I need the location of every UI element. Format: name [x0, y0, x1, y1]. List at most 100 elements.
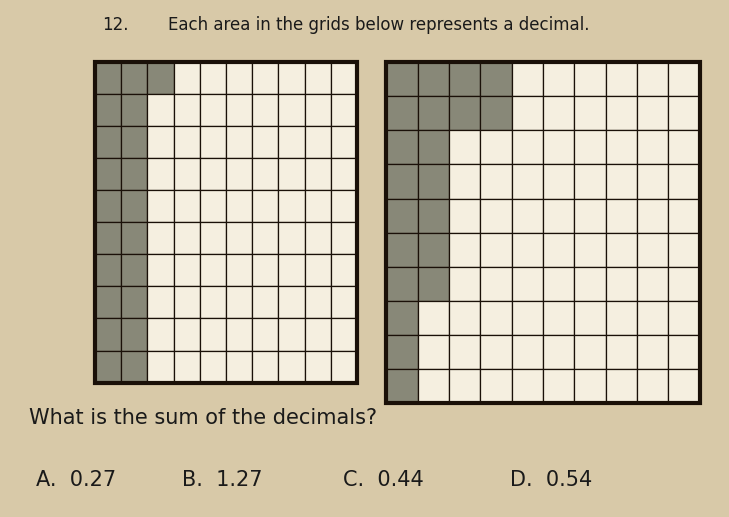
Bar	[226, 222, 252, 254]
Bar	[512, 335, 543, 369]
Bar	[331, 254, 357, 286]
Bar	[668, 130, 700, 164]
Bar	[278, 254, 305, 286]
Bar	[449, 267, 480, 301]
Bar	[121, 254, 147, 286]
Bar	[226, 351, 252, 383]
Bar	[606, 96, 637, 130]
Bar	[386, 62, 700, 403]
Bar	[418, 96, 449, 130]
Bar	[226, 126, 252, 158]
Bar	[121, 126, 147, 158]
Bar	[331, 318, 357, 351]
Bar	[386, 335, 418, 369]
Bar	[637, 199, 668, 233]
Bar	[174, 351, 200, 383]
Bar	[200, 222, 226, 254]
Bar	[574, 62, 606, 96]
Bar	[418, 164, 449, 199]
Bar	[512, 96, 543, 130]
Bar	[226, 158, 252, 190]
Bar	[543, 369, 574, 403]
Bar	[278, 190, 305, 222]
Bar	[147, 126, 174, 158]
Bar	[606, 164, 637, 199]
Bar	[543, 62, 574, 96]
Bar	[668, 233, 700, 267]
Bar	[418, 267, 449, 301]
Bar	[606, 62, 637, 96]
Bar	[331, 126, 357, 158]
Bar	[480, 62, 512, 96]
Bar	[418, 130, 449, 164]
Bar	[252, 158, 278, 190]
Bar	[637, 301, 668, 335]
Bar	[252, 222, 278, 254]
Bar	[147, 190, 174, 222]
Bar	[480, 130, 512, 164]
Bar	[512, 199, 543, 233]
Bar	[305, 318, 331, 351]
Bar	[278, 222, 305, 254]
Bar	[95, 351, 121, 383]
Bar	[278, 351, 305, 383]
Bar	[637, 233, 668, 267]
Bar	[512, 369, 543, 403]
Bar	[449, 130, 480, 164]
Bar	[95, 62, 121, 94]
Bar	[480, 199, 512, 233]
Bar	[331, 62, 357, 94]
Bar	[668, 301, 700, 335]
Bar	[543, 233, 574, 267]
Bar	[574, 301, 606, 335]
Bar	[147, 158, 174, 190]
Bar	[480, 164, 512, 199]
Bar	[574, 130, 606, 164]
Bar	[606, 301, 637, 335]
Bar	[606, 130, 637, 164]
Bar	[226, 286, 252, 318]
Bar	[512, 130, 543, 164]
Bar	[668, 164, 700, 199]
Bar	[543, 96, 574, 130]
Bar	[668, 199, 700, 233]
Bar	[278, 318, 305, 351]
Bar	[331, 286, 357, 318]
Bar	[252, 351, 278, 383]
Bar	[418, 335, 449, 369]
Bar	[121, 286, 147, 318]
Bar	[418, 199, 449, 233]
Bar	[252, 318, 278, 351]
Bar	[331, 190, 357, 222]
Bar	[305, 62, 331, 94]
Bar	[200, 286, 226, 318]
Bar	[543, 130, 574, 164]
Bar	[668, 267, 700, 301]
Bar	[512, 164, 543, 199]
Bar	[305, 286, 331, 318]
Bar	[449, 369, 480, 403]
Bar	[174, 62, 200, 94]
Bar	[449, 335, 480, 369]
Bar	[278, 62, 305, 94]
Bar	[226, 62, 252, 94]
Bar	[95, 318, 121, 351]
Bar	[200, 190, 226, 222]
Bar	[668, 62, 700, 96]
Bar	[174, 222, 200, 254]
Bar	[226, 190, 252, 222]
Bar	[147, 318, 174, 351]
Bar	[449, 199, 480, 233]
Bar	[668, 335, 700, 369]
Bar	[174, 254, 200, 286]
Bar	[121, 222, 147, 254]
Bar	[305, 94, 331, 126]
Bar	[174, 190, 200, 222]
Bar	[606, 267, 637, 301]
Bar	[252, 190, 278, 222]
Bar	[147, 254, 174, 286]
Bar	[95, 254, 121, 286]
Bar	[637, 96, 668, 130]
Bar	[95, 190, 121, 222]
Bar	[331, 158, 357, 190]
